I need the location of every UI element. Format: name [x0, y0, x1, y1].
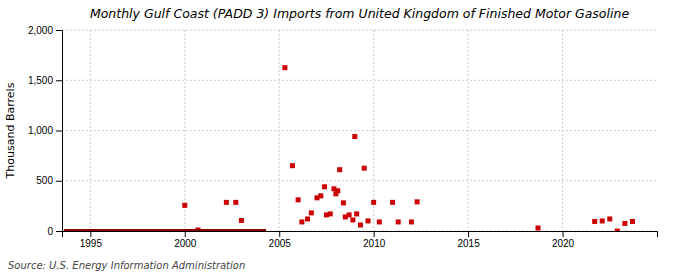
point [396, 219, 401, 224]
point [335, 188, 340, 193]
axis-line [56, 31, 63, 232]
point [352, 134, 357, 139]
tick-label: 500 [36, 175, 53, 186]
tick: 500 [36, 175, 62, 186]
point [377, 219, 382, 224]
point [592, 219, 597, 224]
grid-line [184, 30, 185, 231]
point [328, 211, 333, 216]
point [337, 167, 342, 172]
point [358, 222, 363, 227]
chart: 1995 2000 2005 2010 2015 2020 0 500 1,000 1,500 2,… [0, 0, 675, 275]
tick-label: 2005 [269, 238, 292, 249]
tick: 2015 [457, 231, 480, 249]
point [239, 218, 244, 223]
tick-mark [468, 231, 469, 237]
tick: 2020 [552, 231, 575, 249]
tick-mark [185, 231, 186, 237]
point [233, 200, 238, 205]
grid-line [62, 130, 657, 131]
tick: 0 [47, 226, 62, 237]
point [347, 212, 352, 217]
tick-mark [56, 30, 62, 31]
point [350, 217, 355, 222]
y-axis: 0 500 1,000 1,500 2,000 [28, 25, 63, 237]
tick: 1995 [80, 231, 103, 249]
tick-label: 1995 [80, 238, 103, 249]
tick-label: 2000 [174, 238, 197, 249]
grid [62, 30, 657, 231]
tick-mark [90, 231, 91, 237]
point [409, 219, 414, 224]
grid-line [62, 30, 657, 31]
point [366, 218, 371, 223]
tick-label: 2,000 [28, 25, 53, 36]
y-axis-label: Thousand Barrels [4, 82, 17, 179]
title: Monthly Gulf Coast (PADD 3) Imports from… [90, 6, 629, 21]
tick-mark [563, 231, 564, 237]
point [415, 199, 420, 204]
tick: 2,000 [28, 25, 62, 36]
point [290, 163, 295, 168]
point [615, 229, 620, 232]
grid-line [62, 180, 657, 181]
axis-line [63, 232, 658, 238]
point [309, 210, 314, 215]
tick-label: 1,000 [28, 125, 53, 136]
chart-container: 1995 2000 2005 2010 2015 2020 0 500 1,000 1,500 2,… [0, 0, 675, 275]
tick-label: 2015 [457, 238, 480, 249]
point [322, 184, 327, 189]
tick-mark [56, 181, 62, 182]
point [354, 211, 359, 216]
grid-line [62, 80, 657, 81]
tick: 1,500 [28, 75, 62, 86]
point [305, 216, 310, 221]
tick: 2000 [174, 231, 197, 249]
tick-label: 1,500 [28, 75, 53, 86]
point [296, 197, 301, 202]
point [600, 218, 605, 223]
point [630, 219, 635, 224]
point [607, 216, 612, 221]
point [536, 225, 541, 230]
tick: 1,000 [28, 125, 62, 136]
point [299, 219, 304, 224]
point [182, 203, 187, 208]
point [341, 200, 346, 205]
marks [64, 65, 635, 231]
point [390, 200, 395, 205]
tick-label: 0 [47, 226, 53, 237]
tick: 2010 [363, 231, 386, 249]
tick-mark [374, 231, 375, 237]
tick-mark [56, 131, 62, 132]
tick-mark [56, 80, 62, 81]
tick-label: 2010 [363, 238, 386, 249]
plot: 1995 2000 2005 2010 2015 2020 0 500 1,000 1,500 2,… [28, 25, 658, 249]
tick-mark [56, 231, 62, 232]
point [224, 200, 229, 205]
tick-label: 2020 [552, 238, 575, 249]
point [622, 221, 627, 226]
annotation: Source: U.S. Energy Information Administ… [8, 260, 245, 271]
tick-mark [279, 231, 280, 237]
line [64, 229, 266, 231]
tick: 2005 [269, 231, 292, 249]
point [362, 166, 367, 171]
x-axis: 1995 2000 2005 2010 2015 2020 [63, 231, 658, 249]
point [371, 200, 376, 205]
point [318, 193, 323, 198]
point [282, 65, 287, 70]
